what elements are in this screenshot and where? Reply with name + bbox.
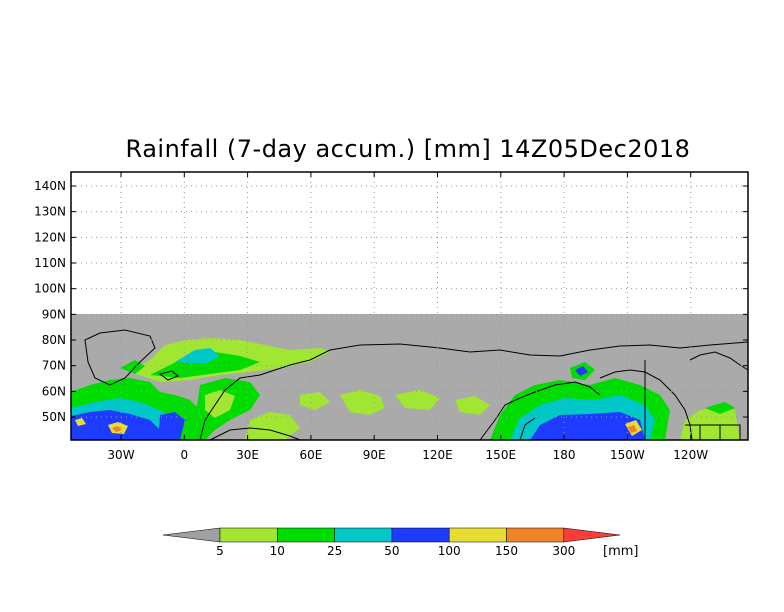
colorbar-label: 25 — [327, 544, 342, 558]
colorbar-label: 10 — [270, 544, 285, 558]
rain-patch-siberia-4 — [455, 396, 490, 415]
colorbar-high-arrow — [563, 527, 621, 543]
lon-label: 60E — [299, 448, 322, 462]
rain-patch-europe-blue — [158, 412, 185, 440]
axis-ticks — [71, 172, 748, 440]
lat-label: 140N — [34, 179, 66, 193]
lon-label: 30E — [236, 448, 259, 462]
lat-label: 110N — [34, 256, 66, 270]
rain-patch-atlantic-orange — [112, 426, 122, 432]
rain-patch-eastern-europe — [245, 412, 300, 440]
lat-label: 80N — [42, 333, 66, 347]
kamchatka-coast — [519, 417, 536, 441]
longitude-labels: 30W 0 30E 60E 90E 120E 150E 180 150W 120W — [107, 448, 708, 462]
rain-patch-europe-lightgreen — [205, 390, 235, 418]
rain-patch-na-lightgreen — [680, 405, 740, 440]
rain-patch-pacific-blue — [530, 412, 645, 440]
rain-patch-siberia-1 — [340, 390, 385, 415]
europe-south-coast — [209, 427, 301, 441]
lat-label: 90N — [42, 307, 66, 321]
rain-patch-arctic-cyan — [175, 348, 220, 364]
colorbar-segment — [277, 527, 335, 543]
eurasia-arctic-coast — [199, 341, 749, 441]
lat-label: 120N — [34, 230, 66, 244]
alaska-coast — [599, 369, 693, 441]
lon-label: 150W — [610, 448, 645, 462]
us-state-borders — [685, 424, 741, 440]
colorbar-segment — [391, 527, 450, 543]
colorbar-label: 50 — [384, 544, 399, 558]
colorbar-label: 150 — [495, 544, 518, 558]
colorbar-unit: [mm] — [603, 544, 638, 559]
lon-label: 120E — [422, 448, 453, 462]
lat-label: 60N — [42, 384, 66, 398]
rain-patch-arctic-green — [150, 352, 260, 378]
colorbar-segment — [448, 527, 507, 543]
rain-patch-atlantic-yellow-2 — [75, 418, 86, 426]
map-frame — [70, 171, 749, 441]
rain-patch-siberia-2 — [395, 390, 440, 410]
lon-label: 120W — [673, 448, 708, 462]
map-title: Rainfall (7-day accum.) [mm] 14Z05Dec201… — [125, 135, 691, 163]
lat-label: 70N — [42, 359, 66, 373]
lat-label: 130N — [34, 205, 66, 219]
colorbar-label: 100 — [438, 544, 461, 558]
colorbar-label: 300 — [552, 544, 575, 558]
colorbar-segment — [506, 527, 565, 543]
east-asia-coast — [479, 381, 601, 441]
latitude-labels: 140N 130N 120N 110N 100N 90N 80N 70N 60N 50N — [34, 179, 66, 424]
rain-patch-siberia-3 — [300, 392, 330, 410]
lon-label: 180 — [553, 448, 576, 462]
colorbar-segment — [219, 527, 278, 543]
lat-label: 100N — [34, 282, 66, 296]
lon-label: 90E — [363, 448, 386, 462]
colorbar-low-arrow — [162, 527, 221, 543]
lat-label: 50N — [42, 410, 66, 424]
lon-label: 150E — [486, 448, 517, 462]
iceland-coast — [158, 370, 179, 381]
colorbar-segment — [334, 527, 393, 543]
coastlines — [84, 329, 749, 441]
lon-label: 0 — [180, 448, 188, 462]
lon-label: 30W — [107, 448, 134, 462]
rain-patch-pacific-orange — [628, 425, 637, 433]
colorbar-legend: 5 10 25 50 100 150 300 [mm] — [162, 527, 638, 559]
rain-patch-bering-blue — [575, 366, 588, 376]
map-panel — [70, 171, 749, 441]
rain-patch-na-green — [705, 402, 735, 414]
greenland-coast — [84, 329, 156, 386]
colorbar-label: 5 — [216, 544, 224, 558]
